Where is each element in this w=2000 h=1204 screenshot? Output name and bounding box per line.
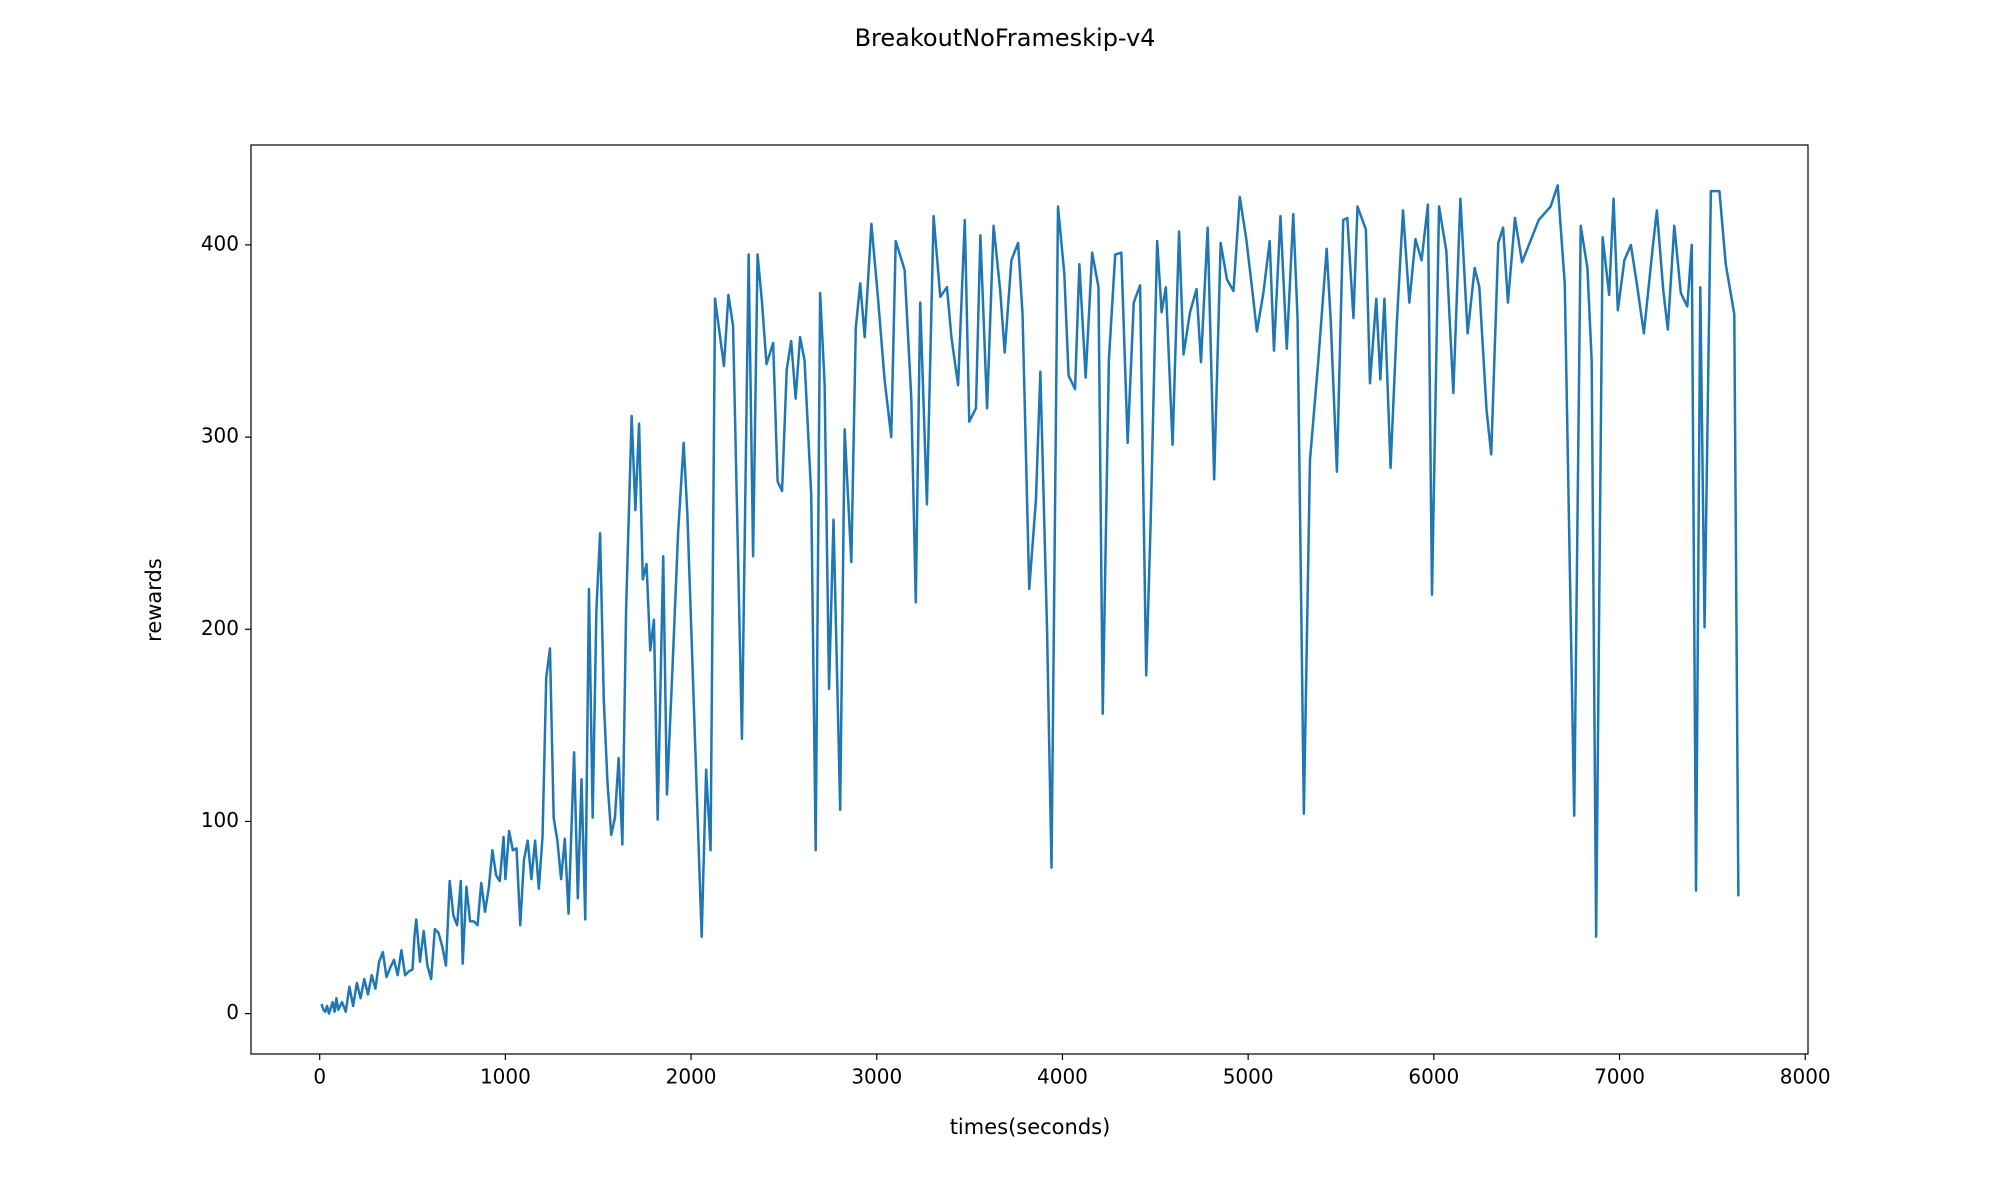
- x-tick-label: 6000: [1408, 1065, 1459, 1089]
- chart-title: BreakoutNoFrameskip-v4: [855, 24, 1156, 52]
- x-tick-label: 5000: [1223, 1065, 1274, 1089]
- y-tick-label: 400: [201, 231, 239, 255]
- x-tick-label: 1000: [480, 1065, 531, 1089]
- plot-frame: [250, 144, 1809, 1055]
- y-tick-label: 200: [201, 616, 239, 640]
- x-tick-label: 4000: [1037, 1065, 1088, 1089]
- y-tick-label: 0: [226, 1000, 239, 1024]
- y-axis-label: rewards: [142, 558, 166, 642]
- x-tick-label: 7000: [1594, 1065, 1645, 1089]
- x-tick-label: 8000: [1780, 1065, 1831, 1089]
- x-tick-label: 0: [313, 1065, 326, 1089]
- data-line: [320, 184, 1740, 1015]
- y-tick-label: 300: [201, 424, 239, 448]
- x-axis-label: times(seconds): [950, 1115, 1111, 1139]
- x-tick-label: 2000: [666, 1065, 717, 1089]
- y-tick-label: 100: [201, 808, 239, 832]
- x-tick-label: 3000: [851, 1065, 902, 1089]
